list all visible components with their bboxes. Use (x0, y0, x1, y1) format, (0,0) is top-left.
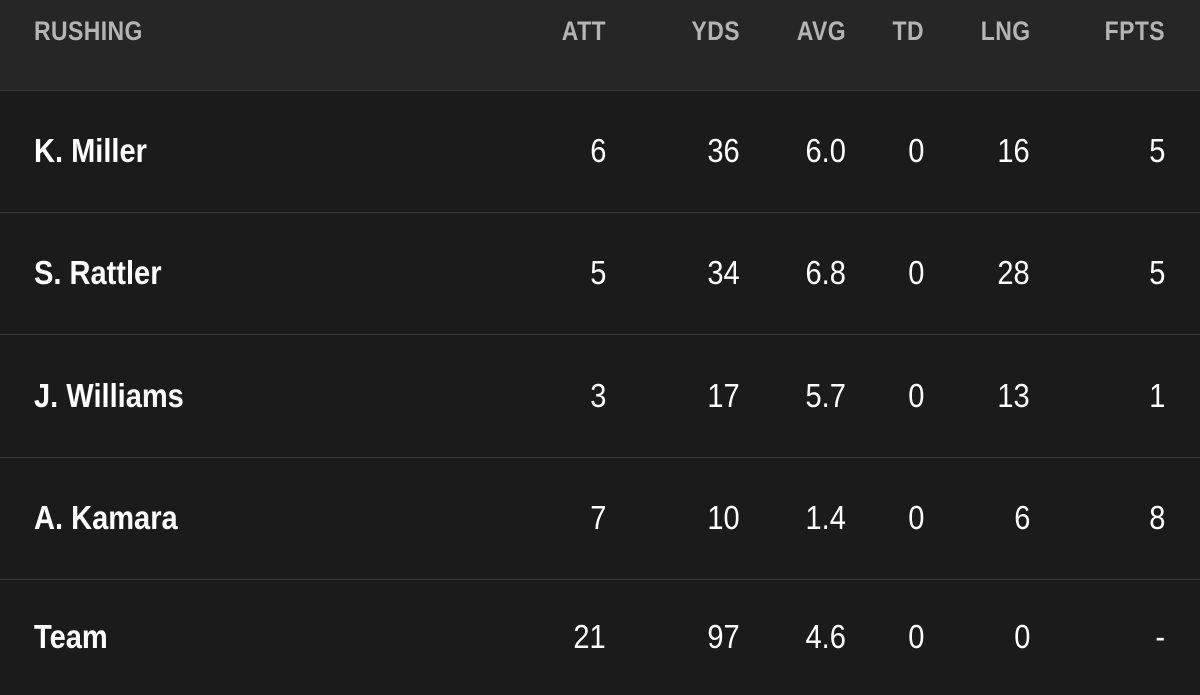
stat-value: 28 (997, 254, 1030, 291)
stat-value: 0 (907, 499, 924, 536)
stat-value: 0 (907, 254, 924, 291)
column-header: FPTS (1104, 16, 1165, 46)
header-row: RUSHING ATT YDS AVG TD LNG FPTS (0, 0, 1200, 90)
stat-value: 36 (707, 132, 740, 169)
stat-value: 17 (707, 376, 740, 414)
stat-value: 4.6 (805, 618, 846, 655)
stat-value: 10 (707, 499, 740, 536)
stat-value: 7 (589, 499, 606, 536)
player-name: K. Miller (34, 132, 147, 169)
stat-value: 6 (589, 132, 606, 169)
stat-value: 0 (907, 132, 924, 169)
player-name: Team (34, 618, 108, 655)
stat-value: - (1155, 618, 1165, 655)
player-name: A. Kamara (34, 499, 178, 536)
column-header: YDS (691, 16, 740, 46)
section-title: RUSHING (34, 16, 143, 46)
stat-value: 0 (1013, 618, 1030, 655)
player-row: S. Rattler 5 34 6.8 0 28 5 (0, 212, 1200, 334)
stat-value: 6.0 (805, 132, 846, 169)
stat-value: 5.7 (805, 376, 846, 414)
player-row: A. Kamara 7 10 1.4 0 6 8 (0, 457, 1200, 579)
player-row: K. Miller 6 36 6.0 0 16 5 (0, 90, 1200, 212)
player-name: J. Williams (34, 376, 184, 414)
stat-value: 8 (1148, 499, 1165, 536)
column-header: LNG (980, 16, 1030, 46)
stat-value: 97 (707, 618, 740, 655)
stat-value: 6.8 (805, 254, 846, 291)
player-row: J. Williams 3 17 5.7 0 13 1 (0, 334, 1200, 457)
stat-value: 1.4 (805, 499, 846, 536)
column-header: ATT (561, 16, 606, 46)
stat-value: 5 (589, 254, 606, 291)
player-name: S. Rattler (34, 254, 162, 291)
stat-value: 6 (1013, 499, 1030, 536)
stat-value: 21 (573, 618, 606, 655)
stat-value: 5 (1148, 132, 1165, 169)
stat-value: 13 (997, 376, 1030, 414)
player-row: Team 21 97 4.6 0 0 - (0, 579, 1200, 695)
stat-value: 3 (589, 376, 606, 414)
stat-value: 1 (1148, 376, 1165, 414)
stat-value: 34 (707, 254, 740, 291)
stat-value: 0 (907, 376, 924, 414)
stat-value: 5 (1148, 254, 1165, 291)
stat-value: 0 (907, 618, 924, 655)
stat-value: 16 (997, 132, 1030, 169)
column-header: AVG (796, 16, 846, 46)
column-header: TD (892, 16, 924, 46)
